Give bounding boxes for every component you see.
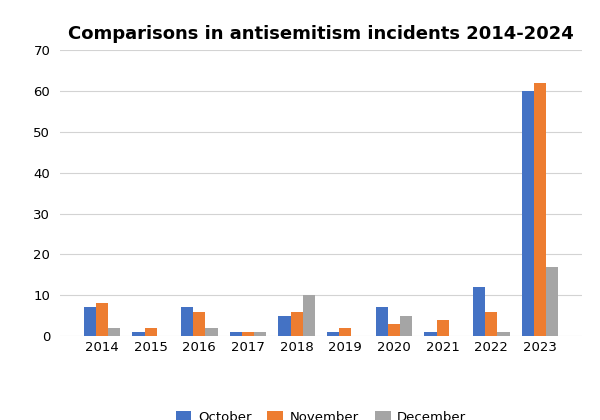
Bar xyxy=(230,332,242,336)
Bar xyxy=(84,307,96,336)
Bar xyxy=(278,315,290,336)
Bar xyxy=(424,332,437,336)
Bar xyxy=(303,295,315,336)
Bar xyxy=(388,324,400,336)
Legend: October, November, December: October, November, December xyxy=(170,405,472,420)
Bar xyxy=(145,328,157,336)
Bar xyxy=(497,332,509,336)
Bar xyxy=(473,287,485,336)
Bar xyxy=(254,332,266,336)
Bar xyxy=(133,332,145,336)
Bar xyxy=(205,328,218,336)
Title: Comparisons in antisemitism incidents 2014-2024: Comparisons in antisemitism incidents 20… xyxy=(68,25,574,43)
Bar xyxy=(193,312,205,336)
Bar xyxy=(534,83,546,336)
Bar xyxy=(437,320,449,336)
Bar xyxy=(96,303,108,336)
Bar xyxy=(339,328,352,336)
Bar xyxy=(400,315,412,336)
Bar xyxy=(242,332,254,336)
Bar xyxy=(546,267,558,336)
Bar xyxy=(376,307,388,336)
Bar xyxy=(327,332,339,336)
Bar xyxy=(181,307,193,336)
Bar xyxy=(290,312,303,336)
Bar xyxy=(522,91,534,336)
Bar xyxy=(108,328,120,336)
Bar xyxy=(485,312,497,336)
